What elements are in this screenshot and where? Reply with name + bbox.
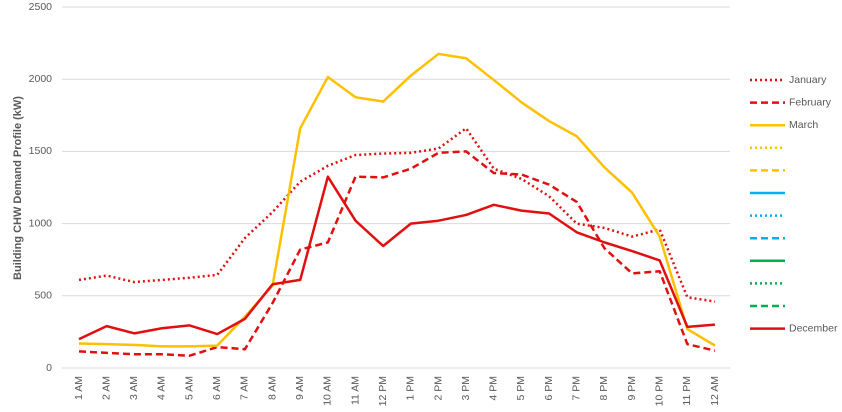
x-tick-label: 12 AM (709, 376, 721, 406)
legend-label: December (789, 322, 838, 334)
x-tick-label: 4 PM (488, 376, 500, 401)
x-tick-label: 9 PM (626, 376, 638, 401)
x-tick-label: 3 AM (128, 376, 140, 400)
y-axis-label: Building CHW Demand Profile (kW) (12, 96, 24, 280)
x-tick-label: 5 AM (183, 376, 195, 400)
x-tick-label: 6 AM (211, 376, 223, 400)
x-tick-label: 12 PM (377, 376, 389, 406)
x-tick-label: 9 AM (294, 376, 306, 400)
x-tick-label: 5 PM (515, 376, 527, 401)
y-tick-label: 1000 (29, 217, 53, 229)
x-tick-label: 10 AM (322, 376, 334, 406)
x-tick-label: 2 AM (100, 376, 112, 400)
series-line (78, 175, 716, 341)
series-line (78, 52, 716, 348)
legend-label: January (789, 74, 827, 86)
legend-label: February (789, 96, 832, 108)
x-tick-label: 3 PM (460, 376, 472, 401)
legend-label: March (789, 119, 818, 131)
x-tick-label: 1 AM (73, 376, 85, 400)
x-tick-label: 10 PM (653, 376, 665, 406)
y-tick-label: 1500 (29, 145, 53, 157)
x-tick-label: 4 AM (156, 376, 168, 400)
x-tick-label: 7 PM (571, 376, 583, 401)
series-line (78, 150, 716, 357)
x-tick-label: 7 AM (239, 376, 251, 400)
x-tick-label: 8 AM (266, 376, 278, 400)
x-tick-label: 2 PM (432, 376, 444, 401)
y-tick-label: 2000 (29, 73, 53, 85)
x-tick-label: 6 PM (543, 376, 555, 401)
x-tick-label: 1 PM (405, 376, 417, 401)
series-line (78, 127, 716, 303)
x-tick-label: 8 PM (598, 376, 610, 401)
y-tick-label: 2500 (29, 1, 53, 13)
y-tick-label: 0 (46, 362, 52, 374)
x-tick-label: 11 PM (681, 376, 693, 406)
x-tick-label: 11 AM (349, 376, 361, 405)
y-tick-label: 500 (34, 290, 52, 302)
